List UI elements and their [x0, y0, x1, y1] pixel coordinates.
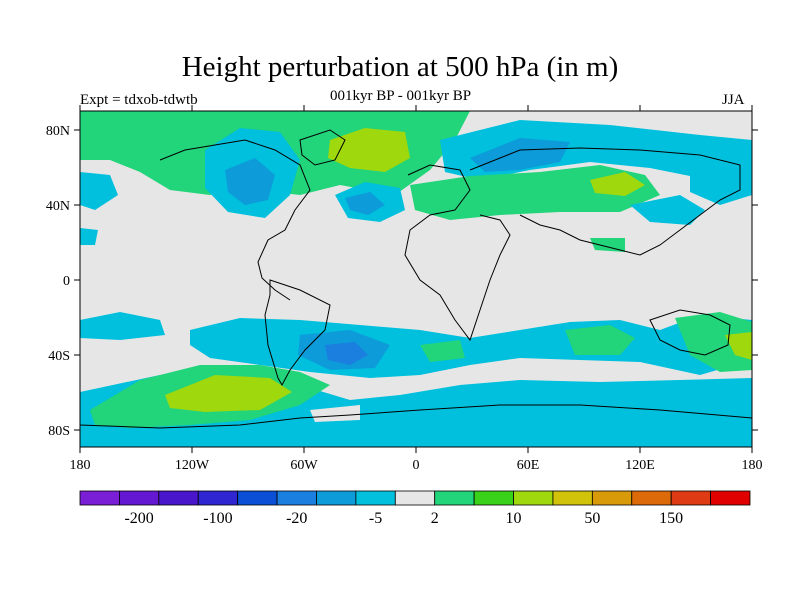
- colorbar-label: -5: [369, 510, 382, 527]
- colorbar-swatch: [710, 490, 751, 506]
- x-tick-label: 180: [70, 458, 91, 473]
- coast-europe-africa: [404, 164, 511, 342]
- y-tick-label: 40N: [46, 199, 70, 214]
- x-tick-label: 120E: [625, 458, 655, 473]
- colorbar-swatch: [197, 490, 239, 506]
- colorbar-swatch: [394, 490, 436, 506]
- colorbar-swatch: [473, 490, 514, 506]
- contour-negative-tropics-west: [80, 228, 98, 245]
- colorbar-swatch: [355, 490, 396, 506]
- colorbar: -200 -100 -20 -5 2 10 50 150: [79, 490, 751, 527]
- x-tick-label: 0: [413, 458, 420, 473]
- colorbar-swatch: [552, 490, 593, 506]
- colorbar-swatch: [237, 490, 278, 506]
- y-tick-label: 80N: [46, 124, 70, 139]
- y-tick-label: 40S: [48, 349, 70, 364]
- colorbar-label: 10: [506, 510, 522, 527]
- season-label: JJA: [722, 92, 745, 108]
- contour-neutral-antarctic-gap: [310, 405, 360, 422]
- colorbar-labels: -200 -100 -20 -5 2 10 50 150: [124, 510, 683, 527]
- contour-negative-pacific-east: [690, 160, 752, 205]
- colorbar-swatch: [119, 490, 160, 506]
- colorbar-swatch: [513, 490, 554, 506]
- axis-ticks: 180 120W 60W 0 60E 120E 180 80N 40N 0 40S 80S: [46, 105, 763, 473]
- colorbar-swatch: [670, 490, 711, 506]
- map-title: Height perturbation at 500 hPa (in m): [181, 51, 619, 83]
- contour-negative-siberia-core: [470, 138, 570, 172]
- contour-negative-npacific: [80, 172, 118, 210]
- contour-positive-south-atlantic: [420, 340, 465, 362]
- contour-positive-eurasia-core: [590, 172, 645, 196]
- contour-negative-south-pacific-west: [80, 312, 165, 340]
- contour-positive-south-pacific-core: [165, 375, 292, 412]
- contour-negative-atlantic-core: [345, 192, 385, 215]
- contour-negative-west-pacific: [630, 195, 705, 225]
- coastlines: [80, 129, 752, 429]
- contour-positive-india: [590, 238, 625, 252]
- contour-positive-australia: [675, 312, 752, 372]
- colorbar-label: 150: [659, 510, 683, 527]
- coast-south-america: [264, 279, 331, 387]
- experiment-label: Expt = tdxob-tdwtb: [80, 92, 198, 108]
- contour-positive-arctic-core: [328, 128, 410, 172]
- colorbar-label: 2: [431, 510, 439, 527]
- colorbar-swatch: [591, 490, 633, 506]
- height-field: [80, 111, 752, 447]
- colorbar-swatch: [276, 490, 317, 506]
- colorbar-swatch: [79, 490, 120, 506]
- colorbar-boxes: [79, 490, 751, 506]
- coast-asia: [469, 147, 741, 256]
- coast-antarctica: [80, 404, 752, 429]
- colorbar-swatch: [316, 490, 357, 506]
- x-tick-label: 180: [742, 458, 763, 473]
- coast-north-america: [159, 139, 311, 301]
- x-tick-label: 60E: [517, 458, 540, 473]
- contour-negative-south-core-deep: [325, 342, 368, 365]
- coast-australia: [649, 309, 731, 356]
- contour-positive-south-indian: [565, 325, 635, 355]
- y-tick-label: 80S: [48, 424, 70, 439]
- colorbar-swatch: [434, 490, 475, 506]
- x-tick-label: 120W: [175, 458, 210, 473]
- colorbar-label: -100: [203, 510, 232, 527]
- colorbar-label: 50: [584, 510, 600, 527]
- colorbar-swatch: [158, 490, 199, 506]
- colorbar-label: -200: [124, 510, 153, 527]
- x-tick-label: 60W: [290, 458, 318, 473]
- colorbar-swatch: [631, 490, 672, 506]
- colorbar-label: -20: [286, 510, 307, 527]
- contour-negative-canada-core: [225, 158, 275, 205]
- period-label: 001kyr BP - 001kyr BP: [330, 88, 472, 104]
- contour-positive-australia-core: [725, 332, 752, 360]
- y-tick-label: 0: [63, 274, 70, 289]
- coast-greenland: [299, 129, 346, 166]
